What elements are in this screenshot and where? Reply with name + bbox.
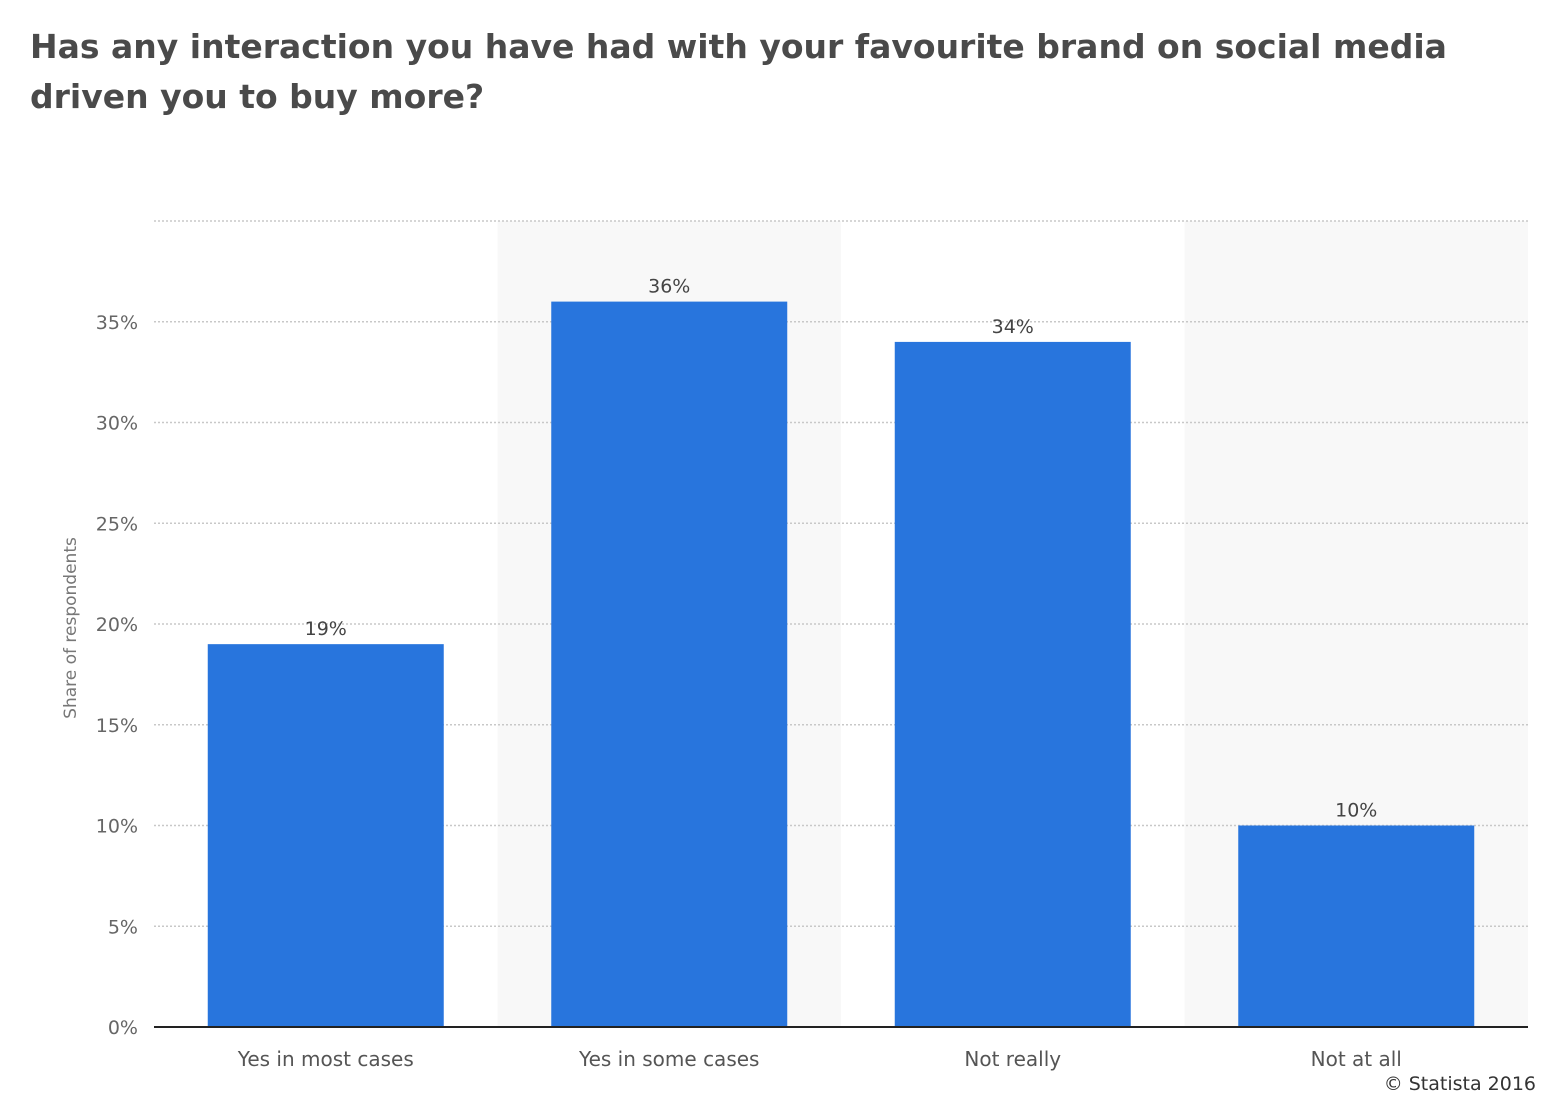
chart-title: Has any interaction you have had with yo… — [30, 27, 1447, 116]
y-tick-label: 10% — [96, 816, 138, 838]
y-tick-label: 5% — [108, 916, 138, 938]
x-tick-label: Not at all — [1311, 1047, 1402, 1071]
data-label: 36% — [648, 276, 690, 298]
data-label: 19% — [305, 618, 347, 640]
data-label: 10% — [1335, 800, 1377, 822]
y-tick-label: 30% — [96, 413, 138, 435]
x-tick-label: Yes in some cases — [578, 1047, 759, 1071]
x-tick-label: Not really — [964, 1047, 1061, 1071]
bar — [551, 301, 788, 1028]
y-tick-label: 25% — [96, 513, 138, 535]
bar — [1238, 825, 1475, 1027]
data-label: 34% — [992, 316, 1034, 338]
y-axis-title: Share of respondents — [61, 537, 81, 719]
y-tick-label: 35% — [96, 312, 138, 334]
y-tick-label: 20% — [96, 614, 138, 636]
bar — [207, 644, 444, 1027]
y-tick-label: 15% — [96, 715, 138, 737]
bar — [894, 341, 1131, 1027]
x-tick-label: Yes in most cases — [237, 1047, 414, 1071]
y-tick-label: 0% — [108, 1017, 138, 1039]
statista-credit[interactable]: © Statista 2016 — [1383, 1073, 1536, 1095]
